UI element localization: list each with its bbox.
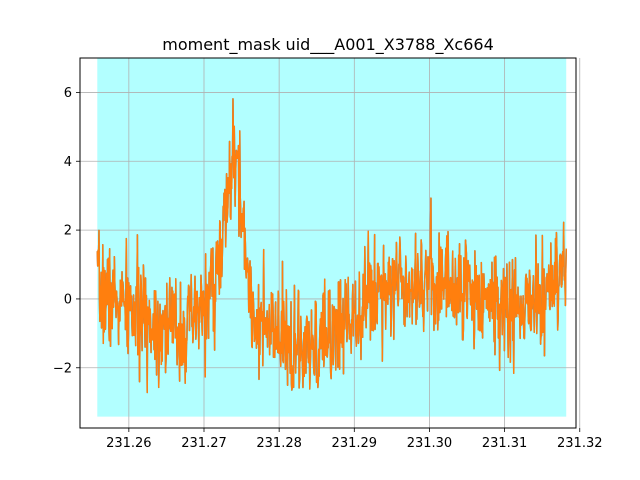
plot-frame bbox=[79, 57, 577, 429]
y-tick-label: 0 bbox=[64, 292, 72, 307]
y-tick-label: 6 bbox=[64, 86, 72, 101]
x-tick-label: 231.26 bbox=[106, 436, 152, 451]
x-axis: 231.26 231.27 231.28 231.29 231.30 231.31 231.… bbox=[106, 428, 603, 451]
x-tick-label: 231.28 bbox=[256, 436, 302, 451]
x-tick-label: 231.31 bbox=[482, 436, 528, 451]
x-tick-label: 231.27 bbox=[181, 436, 227, 451]
y-tick-label: 2 bbox=[64, 224, 72, 239]
grid-layer bbox=[80, 58, 581, 428]
x-tick-label: 231.30 bbox=[407, 436, 453, 451]
chart-title: moment_mask uid___A001_X3788_Xc664 bbox=[162, 35, 494, 55]
x-tick-label: 231.29 bbox=[332, 436, 378, 451]
y-tick-label: 4 bbox=[64, 155, 72, 170]
x-tick-label: 231.32 bbox=[557, 436, 603, 451]
y-tick-label: −2 bbox=[53, 361, 72, 376]
series-line-2 bbox=[96, 98, 567, 394]
series-layer bbox=[96, 98, 567, 394]
y-axis: −2 0 2 4 6 bbox=[53, 86, 80, 376]
